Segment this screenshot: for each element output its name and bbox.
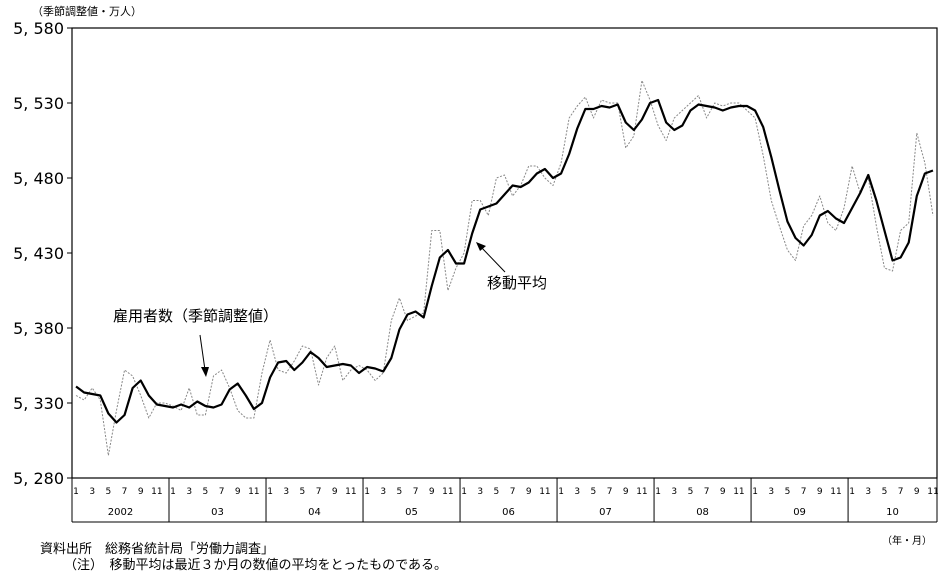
x-tick-label: 11	[151, 487, 162, 497]
x-tick-label: 3	[574, 487, 580, 497]
x-tick-label: 7	[607, 487, 613, 497]
y-tick-label: 5, 430	[13, 244, 64, 263]
year-label: 03	[211, 507, 224, 518]
x-tick-label: 3	[671, 487, 677, 497]
x-tick-label: 9	[720, 487, 726, 497]
plot-frame	[71, 27, 938, 479]
x-tick-label: 7	[704, 487, 710, 497]
x-tick-label: 9	[817, 487, 823, 497]
x-tick-label: 5	[882, 487, 888, 497]
y-tick-label: 5, 280	[13, 469, 64, 488]
x-tick-label: 11	[248, 487, 259, 497]
year-label: 08	[696, 507, 709, 518]
x-tick-label: 9	[235, 487, 241, 497]
x-tick-label: 7	[122, 487, 128, 497]
annotation-arrow	[480, 246, 506, 273]
x-tick-label: 11	[636, 487, 647, 497]
year-label: 07	[599, 507, 612, 518]
year-label: 2002	[108, 507, 133, 518]
x-tick-label: 1	[461, 487, 467, 497]
x-tick-label: 9	[138, 487, 144, 497]
x-tick-label: 3	[89, 487, 95, 497]
x-tick-label: 1	[267, 487, 273, 497]
x-tick-label: 5	[300, 487, 306, 497]
x-tick-label: 5	[203, 487, 209, 497]
arrow-head	[476, 242, 486, 251]
x-tick-label: 7	[219, 487, 225, 497]
x-tick-label: 11	[539, 487, 550, 497]
y-tick-label: 5, 330	[13, 394, 64, 413]
annotation-arrow	[199, 334, 206, 371]
x-tick-label: 1	[558, 487, 564, 497]
x-tick-label: 5	[494, 487, 500, 497]
annotation: 移動平均	[487, 274, 547, 292]
x-tick-label: 11	[442, 487, 453, 497]
x-tick-label: 1	[364, 487, 370, 497]
x-tick-label: 3	[768, 487, 774, 497]
annotation: 雇用者数（季節調整値）	[113, 307, 278, 325]
x-tick-label: 9	[332, 487, 338, 497]
x-tick-label: 11	[345, 487, 356, 497]
source: 資料出所 総務省統計局「労働力調査」	[40, 541, 274, 557]
year-label: 04	[308, 507, 321, 518]
x-tick-label: 3	[186, 487, 192, 497]
x-tick-label: 11	[733, 487, 744, 497]
x-tick-label: 9	[914, 487, 920, 497]
note: （注） 移動平均は最近３か月の数値の平均をとったものである。	[64, 557, 447, 573]
x-tick-label: 9	[526, 487, 532, 497]
x-tick-label: 11	[927, 487, 938, 497]
x-tick-label: 1	[849, 487, 855, 497]
arrow-head	[201, 367, 209, 377]
x-tick-label: 9	[623, 487, 629, 497]
x-tick-label: 3	[380, 487, 386, 497]
y-tick-label: 5, 530	[13, 94, 64, 113]
year-label: 09	[793, 507, 806, 518]
x-tick-label: 7	[801, 487, 807, 497]
x-tick-label: 5	[397, 487, 403, 497]
year-label: 05	[405, 507, 418, 518]
x-tick-label: 3	[283, 487, 289, 497]
y-unit: （季節調整値・万人）	[32, 4, 142, 18]
series-line	[75, 80, 934, 456]
x-tick-label: 1	[73, 487, 79, 497]
x-tick-label: 9	[429, 487, 435, 497]
y-tick-label: 5, 380	[13, 319, 64, 338]
x-tick-label: 1	[170, 487, 176, 497]
x-tick-label: 7	[898, 487, 904, 497]
x-tick-label: 5	[106, 487, 112, 497]
x-tick-label: 7	[413, 487, 419, 497]
x-tick-label: 5	[688, 487, 694, 497]
x-tick-label: 1	[655, 487, 661, 497]
x-tick-label: 11	[830, 487, 841, 497]
year-label: 10	[886, 507, 899, 518]
y-tick-label: 5, 480	[13, 169, 64, 188]
y-tick-label: 5, 580	[13, 19, 64, 38]
x-tick-label: 5	[785, 487, 791, 497]
x-unit: （年・月）	[882, 534, 932, 547]
x-tick-label: 7	[510, 487, 516, 497]
x-tick-label: 1	[752, 487, 758, 497]
x-tick-label: 3	[477, 487, 483, 497]
x-tick-label: 7	[316, 487, 322, 497]
series-line	[75, 98, 934, 424]
year-label: 06	[502, 507, 515, 518]
x-tick-label: 3	[865, 487, 871, 497]
x-tick-label: 5	[591, 487, 597, 497]
